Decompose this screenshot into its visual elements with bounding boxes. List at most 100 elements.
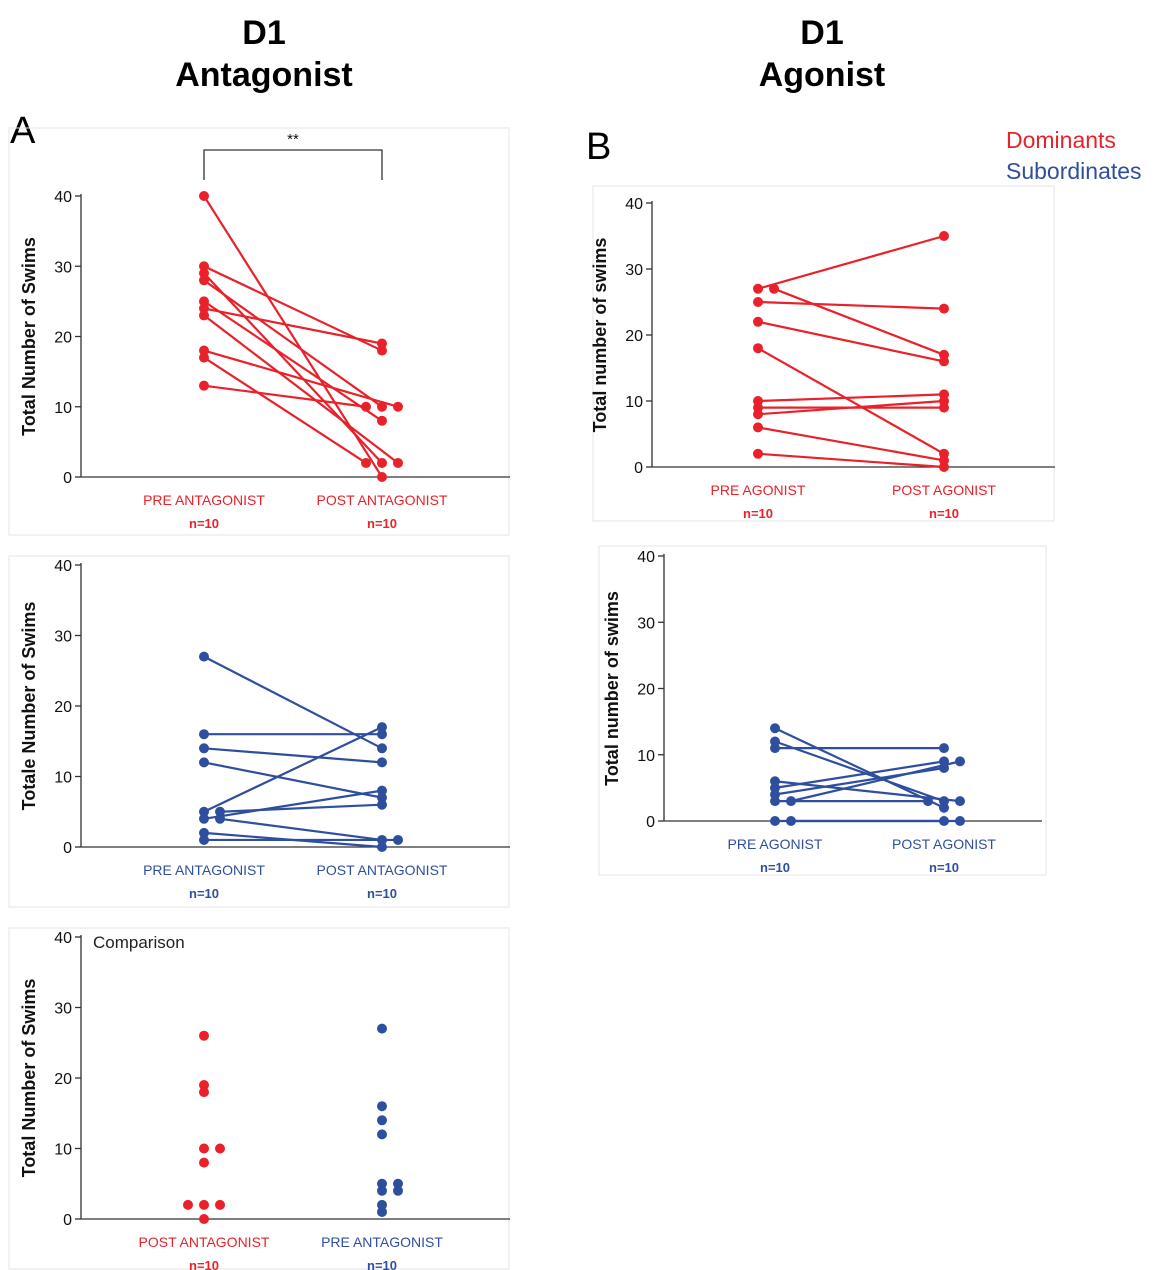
x-category-label: PRE ANTAGONIST xyxy=(143,862,265,878)
post-point xyxy=(377,457,387,468)
pair-line xyxy=(203,655,383,750)
post-point xyxy=(377,785,387,796)
chart-antagonist-subordinates: 0 10 20 30 40 Totale Number of Swims PRE ANTAG… xyxy=(8,555,510,908)
comparison-point xyxy=(199,1199,209,1210)
y-tick-label: 40 xyxy=(625,196,643,213)
antagonist-title-line2: Antagonist xyxy=(175,56,353,94)
comparison-point xyxy=(393,1185,403,1196)
x-category-label: PRE ANTAGONIST xyxy=(143,492,265,508)
panel-frame xyxy=(592,185,1055,522)
post-point xyxy=(939,462,949,472)
pair-line xyxy=(203,272,383,464)
pair-line xyxy=(203,356,367,464)
comparison-point xyxy=(215,1199,225,1210)
pre-point xyxy=(770,796,780,807)
post-point xyxy=(377,415,387,426)
x-category-label: PRE ANTAGONIST xyxy=(321,1234,443,1250)
comparison-point xyxy=(377,1129,387,1140)
pair-line xyxy=(219,817,383,842)
y-tick-label: 0 xyxy=(63,470,72,487)
comparison-point xyxy=(199,1214,209,1224)
pre-point xyxy=(199,729,209,740)
comparison-point xyxy=(377,1178,387,1189)
pair-line xyxy=(203,349,399,408)
post-point xyxy=(393,457,403,468)
post-point xyxy=(361,401,371,412)
legend-subordinates: Subordinates xyxy=(1006,158,1142,184)
pair-line xyxy=(774,760,945,789)
post-point xyxy=(923,796,933,807)
panel-label-b: B xyxy=(586,126,612,168)
y-tick-label: 10 xyxy=(54,400,72,417)
y-axis-label: Total number of swims xyxy=(602,591,622,786)
pair-line xyxy=(790,760,961,803)
significance-bracket xyxy=(203,149,383,180)
pair-line xyxy=(757,426,945,462)
y-axis-label: Total Number of Swims xyxy=(19,237,39,436)
pair-line xyxy=(203,279,383,408)
chart-agonist-dominants: 0 10 20 30 40 Total number of swims PRE AGONIS… xyxy=(590,185,1055,522)
pre-point xyxy=(753,422,763,433)
pair-line xyxy=(773,287,945,356)
pair-line xyxy=(757,320,945,363)
x-category-label: POST ANTAGONIST xyxy=(139,1234,270,1250)
pre-point xyxy=(199,275,209,286)
y-axis-label: Totale Number of Swims xyxy=(19,602,39,811)
pre-point xyxy=(199,296,209,307)
pre-point xyxy=(753,283,763,294)
pair-line xyxy=(203,789,383,820)
y-tick-label: 0 xyxy=(63,840,72,857)
pre-point xyxy=(753,316,763,327)
x-n-label: n=10 xyxy=(929,506,959,521)
chart-agonist-subordinates: 0 10 20 30 40 Total number of swims PRE AGONIS… xyxy=(598,545,1047,876)
comparison-point xyxy=(199,1087,209,1098)
y-tick-label: 30 xyxy=(54,259,72,276)
y-tick-label: 20 xyxy=(54,699,72,716)
post-point xyxy=(361,457,371,468)
post-point xyxy=(955,796,965,807)
x-n-label: n=10 xyxy=(929,860,959,875)
pre-point xyxy=(753,409,763,420)
y-tick-label: 0 xyxy=(634,460,643,477)
post-point xyxy=(377,834,387,845)
pair-line xyxy=(203,314,399,464)
post-point xyxy=(377,401,387,412)
y-tick-label: 20 xyxy=(637,682,655,699)
panel-frame xyxy=(8,555,510,908)
x-category-label: POST AGONIST xyxy=(892,482,996,498)
pre-point xyxy=(199,303,209,314)
pair-line xyxy=(757,452,945,469)
x-n-label: n=10 xyxy=(367,516,397,531)
agonist-column-title: D1 Agonist xyxy=(672,12,972,96)
post-point xyxy=(939,816,949,826)
pair-line xyxy=(203,265,383,352)
pre-point xyxy=(753,297,763,307)
y-axis-label: Total number of swims xyxy=(590,238,610,433)
pre-point xyxy=(199,380,209,391)
post-point xyxy=(377,799,387,810)
comparison-point xyxy=(199,1143,209,1154)
x-n-label: n=10 xyxy=(743,506,773,521)
y-tick-label: 40 xyxy=(54,558,72,575)
pre-point xyxy=(199,191,209,201)
comparison-point xyxy=(183,1199,193,1210)
x-category-label: PRE AGONIST xyxy=(711,482,806,498)
pair-line xyxy=(774,727,945,809)
pair-line xyxy=(757,234,945,290)
post-point xyxy=(955,756,965,767)
x-n-label: n=10 xyxy=(367,1258,397,1270)
pre-point xyxy=(199,268,209,279)
pair-line xyxy=(757,399,945,416)
y-tick-label: 40 xyxy=(637,549,655,566)
y-axis-label: Total Number of Swims xyxy=(19,979,39,1178)
comparison-point xyxy=(377,1206,387,1217)
comparison-point xyxy=(377,1023,387,1034)
comparison-point xyxy=(377,1185,387,1196)
panel-frame xyxy=(8,927,510,1270)
x-n-label: n=10 xyxy=(760,860,790,875)
panel-frame xyxy=(8,127,510,536)
comparison-point xyxy=(377,1101,387,1112)
post-point xyxy=(377,757,387,768)
post-point xyxy=(377,338,387,349)
comparison-point xyxy=(215,1143,225,1154)
